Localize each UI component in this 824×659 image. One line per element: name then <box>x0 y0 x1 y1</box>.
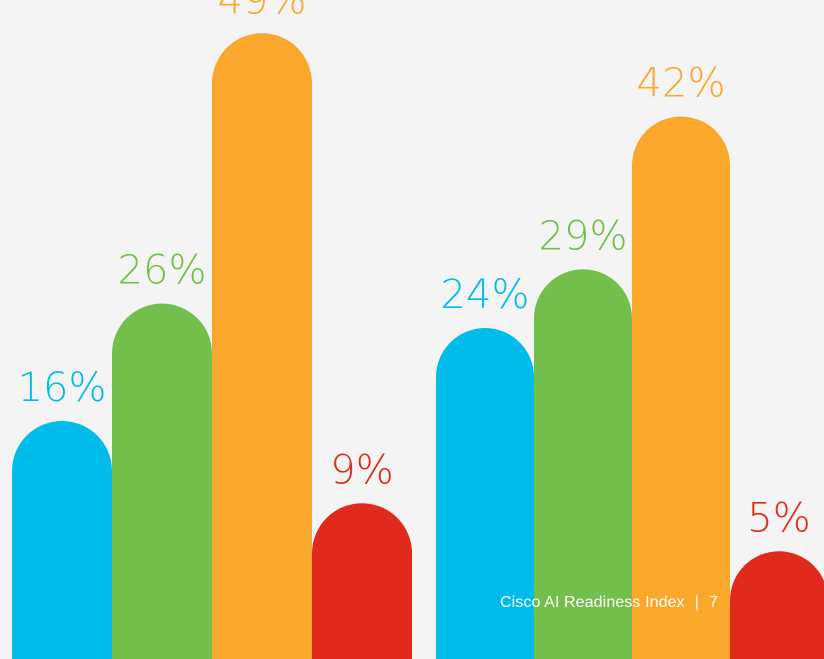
footer-brand: Cisco AI Readiness Index <box>500 594 685 611</box>
bar-1-1 <box>12 421 112 659</box>
footer-separator: | <box>694 594 699 611</box>
bar-2-1 <box>436 328 534 659</box>
bar-2-4 <box>730 551 824 659</box>
bar-1-2 <box>112 303 212 659</box>
footer: Cisco AI Readiness Index | 7 <box>500 594 718 612</box>
data-label-2-1: 24% <box>441 272 530 318</box>
chart-2: 24%29% 42% 5% <box>436 61 824 659</box>
data-label-2-4: 5% <box>747 495 810 541</box>
bar-1-3 <box>212 33 312 659</box>
bar-2-3 <box>632 116 730 659</box>
chart-1: 16% 26% 49% 9% <box>12 0 412 659</box>
data-label-2-3: 42% <box>637 61 726 107</box>
data-label-2-2: 29% <box>539 213 628 259</box>
data-label-1-4: 9% <box>330 447 393 493</box>
bar-1-4 <box>312 503 412 659</box>
footer-page-number: 7 <box>709 594 718 611</box>
bar-2-2 <box>534 269 632 659</box>
data-label-1-3: 49% <box>218 0 307 23</box>
data-label-1-2: 26% <box>118 248 207 294</box>
data-label-1-1: 16% <box>18 365 107 411</box>
